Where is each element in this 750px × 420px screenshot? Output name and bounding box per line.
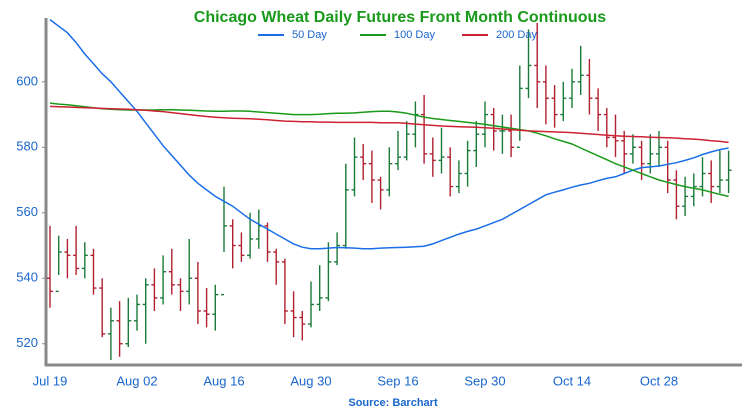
chart-title: Chicago Wheat Daily Futures Front Month … (194, 9, 607, 26)
x-tick-label: Oct 28 (640, 373, 678, 388)
y-tick-label: 520 (16, 335, 38, 350)
y-tick-label: 600 (16, 73, 38, 88)
x-tick-label: Aug 02 (116, 373, 157, 388)
ma-line (49, 105, 729, 144)
x-tick-label: Jul 19 (33, 373, 68, 388)
x-tick-label: Sep 16 (377, 373, 418, 388)
x-tick-label: Sep 30 (464, 373, 505, 388)
x-tick-label: Aug 30 (290, 373, 331, 388)
legend-label: 100 Day (394, 29, 435, 41)
legend-label: 50 Day (292, 29, 327, 41)
y-tick-label: 560 (16, 204, 38, 219)
ma-line (49, 19, 729, 250)
source: Source: Barchart (348, 397, 438, 409)
y-tick-label: 540 (16, 270, 38, 285)
x-tick-label: Aug 16 (203, 373, 244, 388)
legend-label: 200 Day (496, 29, 537, 41)
y-tick-label: 580 (16, 139, 38, 154)
ma-line (49, 102, 729, 198)
x-tick-label: Oct 14 (553, 373, 591, 388)
